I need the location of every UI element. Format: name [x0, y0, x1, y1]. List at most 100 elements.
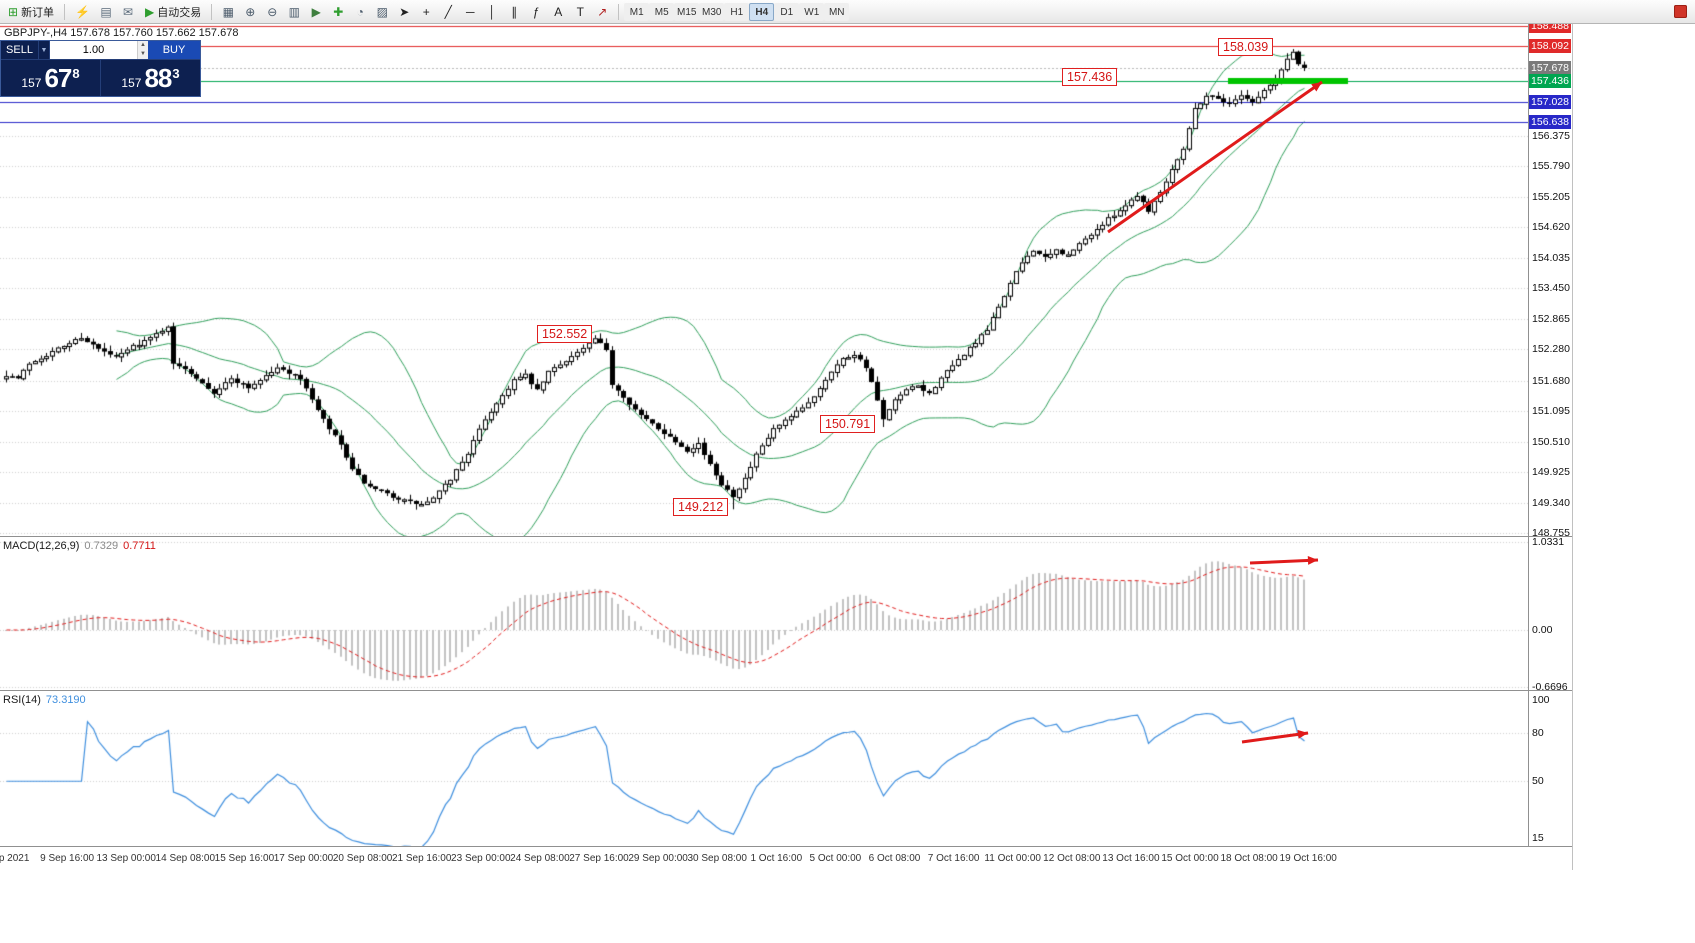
vertical-line-icon: │ [488, 4, 497, 19]
timeframe-button-m15[interactable]: M15 [674, 3, 700, 22]
fibonacci-icon: ƒ [532, 4, 540, 19]
time-axis-label: 23 Sep 00:00 [451, 853, 511, 864]
rsi-scale-tick: 50 [1532, 775, 1544, 788]
bid-price-display[interactable]: 157 67 8 [1, 60, 101, 96]
horizontal-line-button[interactable]: ─ [459, 2, 481, 22]
main-chart-canvas[interactable] [0, 24, 1528, 536]
time-axis-label: 18 Oct 08:00 [1220, 853, 1278, 864]
grid-button[interactable]: ▥ [283, 2, 305, 22]
timeframe-button-w1[interactable]: W1 [799, 3, 825, 22]
indicators-icon: ✚ [333, 4, 344, 19]
chart-profile-icon: ▤ [100, 4, 112, 19]
fibonacci-button[interactable]: ƒ [525, 2, 547, 22]
price-scale-tick: 152.865 [1532, 312, 1570, 325]
channel-button[interactable]: ∥ [503, 2, 525, 22]
chart-profile-button[interactable]: ▤ [95, 2, 117, 22]
ask-price-pips: 88 [144, 63, 172, 93]
tile-windows-button[interactable]: ▦ [217, 2, 239, 22]
price-scale-badge: 156.638 [1529, 115, 1571, 130]
label-button[interactable]: T [569, 2, 591, 22]
horizontal-line-icon: ─ [465, 4, 475, 19]
text-icon: A [554, 4, 563, 19]
macd-scale-tick: -0.6696 [1532, 680, 1568, 693]
text-button[interactable]: A [547, 2, 569, 22]
auto-scroll-button[interactable]: ▶ [305, 2, 327, 22]
time-axis-label: 20 Sep 08:00 [332, 853, 393, 864]
crosshair-icon: + [422, 4, 430, 19]
chart-ohlc-header: GBPJPY-,H4 157.678 157.760 157.662 157.6… [4, 27, 239, 39]
macd-canvas[interactable] [0, 536, 1528, 690]
macd-value-signal: 0.7711 [123, 540, 156, 552]
new-order-button[interactable]: ⊞ 新订单 [3, 2, 59, 22]
rsi-canvas[interactable] [0, 690, 1528, 846]
panel-divider[interactable] [0, 690, 1572, 691]
timeframe-button-h4[interactable]: H4 [749, 3, 775, 22]
toolbar-separator [211, 3, 213, 20]
trendline-button[interactable]: ╱ [437, 2, 459, 22]
price-scale-tick: 152.280 [1532, 343, 1570, 356]
timeframe-button-mn[interactable]: MN [824, 3, 850, 22]
crosshair-button[interactable]: + [415, 2, 437, 22]
time-axis-label: 9 Sep 16:00 [40, 853, 95, 864]
notification-icon [1674, 5, 1687, 18]
one-click-trading-panel: SELL ▼ ▲ ▼ BUY 157 67 8 157 88 3 [0, 40, 201, 97]
price-scale-badge: 158.092 [1529, 39, 1571, 54]
time-axis-label: 11 Oct 00:00 [984, 853, 1041, 864]
time-axis-label: 21 Sep 16:00 [391, 853, 452, 864]
toolbar-separator [64, 3, 66, 20]
timeframe-button-m30[interactable]: M30 [699, 3, 725, 22]
macd-scale-tick: 0.00 [1532, 623, 1553, 636]
price-scale-tick: 150.510 [1532, 435, 1570, 448]
timeframe-button-h1[interactable]: H1 [724, 3, 750, 22]
indicators-button[interactable]: ✚ [327, 2, 349, 22]
templates-button[interactable]: ▨ [371, 2, 393, 22]
cursor-button[interactable]: ➤ [393, 2, 415, 22]
periods-icon: ◔ [356, 4, 364, 19]
price-scale-tick: 149.925 [1532, 466, 1570, 479]
buy-button[interactable]: BUY [148, 41, 200, 59]
vertical-line-button[interactable]: │ [481, 2, 503, 22]
zoom-out-icon: ⊖ [267, 4, 278, 19]
volume-input[interactable] [50, 41, 137, 59]
time-axis-label: 7 Oct 16:00 [927, 853, 980, 864]
time-axis-label: 13 Sep 00:00 [96, 853, 156, 864]
auto-trading-icon: ▶ [145, 4, 155, 19]
auto-trading-label: 自动交易 [157, 6, 202, 19]
sell-dropdown-button[interactable]: ▼ [38, 41, 50, 59]
volume-spinner-up[interactable]: ▲ [138, 41, 148, 50]
zoom-out-button[interactable]: ⊖ [261, 2, 283, 22]
price-scale-tick: 151.095 [1532, 405, 1570, 418]
panel-divider[interactable] [0, 536, 1572, 537]
time-axis-label: Sep 2021 [0, 853, 30, 864]
arrow-tool-button[interactable]: ↗ [591, 2, 613, 22]
time-axis-label: 6 Oct 08:00 [868, 853, 921, 864]
trendline-icon: ╱ [444, 4, 452, 19]
mail-button[interactable]: ✉ [117, 2, 139, 22]
time-axis-label: 17 Sep 00:00 [273, 853, 334, 864]
templates-icon: ▨ [376, 4, 388, 19]
toolbar-separator [618, 3, 620, 20]
timeframe-button-m1[interactable]: M1 [624, 3, 650, 22]
lightning-button[interactable]: ⚡ [70, 2, 95, 22]
price-scale-badge: 157.678 [1529, 60, 1571, 75]
channel-icon: ∥ [511, 4, 518, 19]
timeframe-button-d1[interactable]: D1 [774, 3, 800, 22]
price-callout: 149.212 [673, 498, 729, 516]
time-axis-label: 13 Oct 16:00 [1102, 853, 1160, 864]
ask-price-base: 157 [121, 75, 142, 90]
zoom-in-button[interactable]: ⊕ [239, 2, 261, 22]
sell-button[interactable]: SELL [6, 44, 33, 56]
rsi-label: RSI(14) 73.3190 [3, 694, 86, 706]
price-scale-tick: 155.790 [1532, 160, 1570, 173]
notification-button[interactable] [1669, 2, 1692, 22]
time-axis-label: 30 Sep 08:00 [687, 853, 747, 864]
periods-button[interactable]: ◔ [349, 2, 371, 22]
auto-trading-button[interactable]: ▶ 自动交易 [140, 2, 206, 22]
timeframe-button-m5[interactable]: M5 [649, 3, 675, 22]
chart-window-right-border [1572, 24, 1573, 870]
volume-spinner-down[interactable]: ▼ [138, 50, 148, 59]
macd-value-main: 0.7329 [84, 540, 119, 552]
time-axis-label: 14 Sep 08:00 [155, 853, 216, 864]
ask-price-display[interactable]: 157 88 3 [101, 60, 200, 96]
tile-windows-icon: ▦ [222, 4, 234, 19]
